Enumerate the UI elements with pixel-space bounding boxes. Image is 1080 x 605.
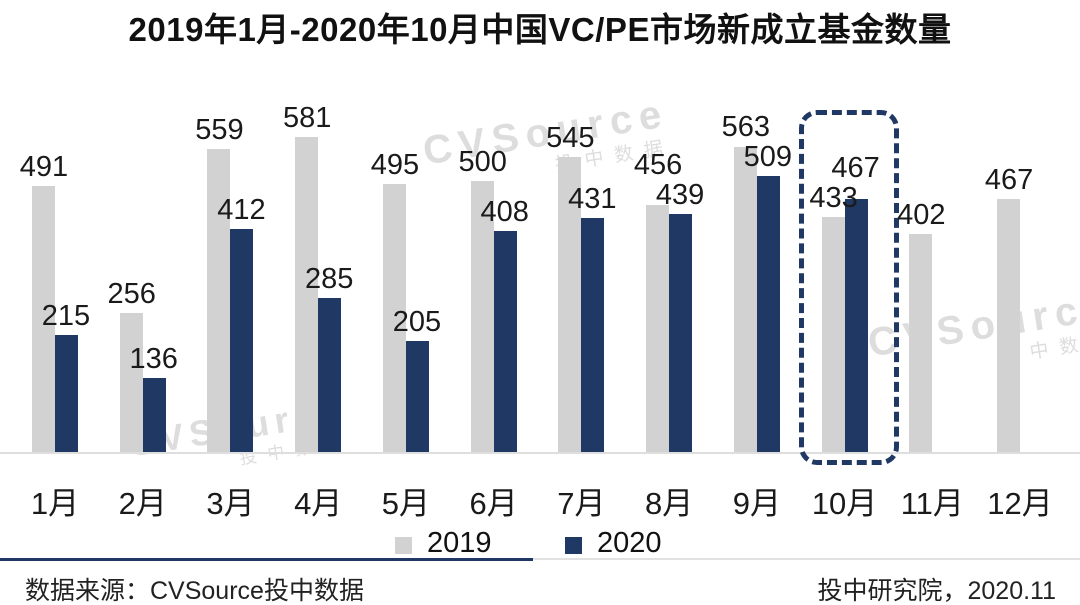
bar-2020-m7	[581, 218, 605, 452]
bar-2019-m10	[821, 217, 845, 452]
month-label-m4: 4月	[294, 486, 343, 521]
bar-2019-m9	[733, 146, 757, 452]
data-source-text: 数据来源：CVSource投中数据	[25, 577, 364, 605]
month-label-m1: 1月	[30, 486, 80, 521]
month-label-m12: 12月	[987, 486, 1053, 521]
value-label-2019-m9: 563	[721, 111, 771, 144]
bar-2020-m2	[142, 378, 166, 452]
legend-swatch-2019	[395, 537, 412, 554]
bar-2020-m3	[230, 228, 254, 452]
value-label-2019-m4: 581	[282, 102, 332, 135]
publisher-text: 投中研究院，2020.11	[817, 577, 1056, 605]
value-label-2020-m8: 439	[655, 179, 705, 212]
legend-swatch-2020	[565, 537, 582, 554]
highlight-box-october	[798, 110, 899, 465]
value-label-2019-m11: 402	[897, 199, 946, 232]
month-label-m3: 3月	[206, 486, 255, 521]
value-label-2019-m6: 500	[458, 146, 507, 178]
bar-2020-m6	[493, 230, 517, 452]
month-label-m7: 7月	[557, 486, 606, 521]
bar-2020-m4	[318, 297, 342, 452]
bar-2020-m10	[844, 198, 868, 452]
x-axis-line	[0, 452, 1080, 454]
bar-2019-m5	[382, 183, 406, 452]
value-label-2019-m5: 495	[370, 148, 420, 181]
bar-2020-m9	[756, 176, 780, 452]
bar-2019-m2	[119, 313, 143, 452]
bar-2019-m1	[32, 185, 55, 452]
bar-2019-m3	[207, 149, 231, 452]
divider-accent-segment	[0, 558, 533, 561]
bar-2019-m4	[295, 137, 319, 452]
value-label-2019-m8: 456	[633, 149, 683, 182]
bar-2020-m1	[55, 335, 78, 452]
month-label-m6: 6月	[469, 486, 518, 521]
value-label-2019-m10: 433	[809, 182, 858, 215]
value-label-2020-m3: 412	[217, 193, 266, 226]
value-label-2020-m2: 136	[129, 343, 178, 376]
value-label-2019-m7: 545	[546, 121, 595, 154]
month-label-m8: 8月	[644, 486, 694, 521]
month-label-m2: 2月	[118, 486, 167, 521]
bar-2019-m7	[558, 156, 582, 452]
value-label-2020-m1: 215	[41, 300, 91, 333]
value-label-2020-m7: 431	[568, 183, 617, 216]
bar-2019-m6	[470, 181, 494, 452]
month-label-m5: 5月	[381, 486, 431, 521]
divider-light-segment	[533, 558, 1080, 560]
chart-title: 2019年1月-2020年10月中国VC/PE市场新成立基金数量	[128, 11, 952, 48]
legend-label-2019: 2019	[427, 527, 492, 559]
value-label-2020-m9: 509	[743, 141, 793, 174]
value-label-2019-m3: 559	[195, 114, 244, 147]
bar-2019-m12	[997, 198, 1021, 452]
value-label-2019-m2: 256	[107, 278, 156, 311]
bar-2019-m11	[909, 234, 933, 452]
value-label-2020-m5: 205	[392, 305, 442, 338]
value-label-2019-m1: 491	[19, 150, 69, 183]
value-label-2019-m12: 467	[984, 163, 1034, 196]
month-label-m11: 11月	[900, 486, 964, 521]
value-label-2020-m10: 467	[831, 152, 880, 185]
bar-2019-m8	[646, 204, 670, 452]
bar-2020-m5	[405, 340, 429, 452]
month-label-m10: 10月	[811, 486, 878, 521]
legend-label-2020: 2020	[597, 527, 662, 559]
value-label-2020-m4: 285	[304, 262, 354, 295]
month-label-m9: 9月	[732, 486, 781, 521]
value-label-2020-m6: 408	[480, 195, 529, 228]
bar-2020-m8	[669, 214, 693, 452]
